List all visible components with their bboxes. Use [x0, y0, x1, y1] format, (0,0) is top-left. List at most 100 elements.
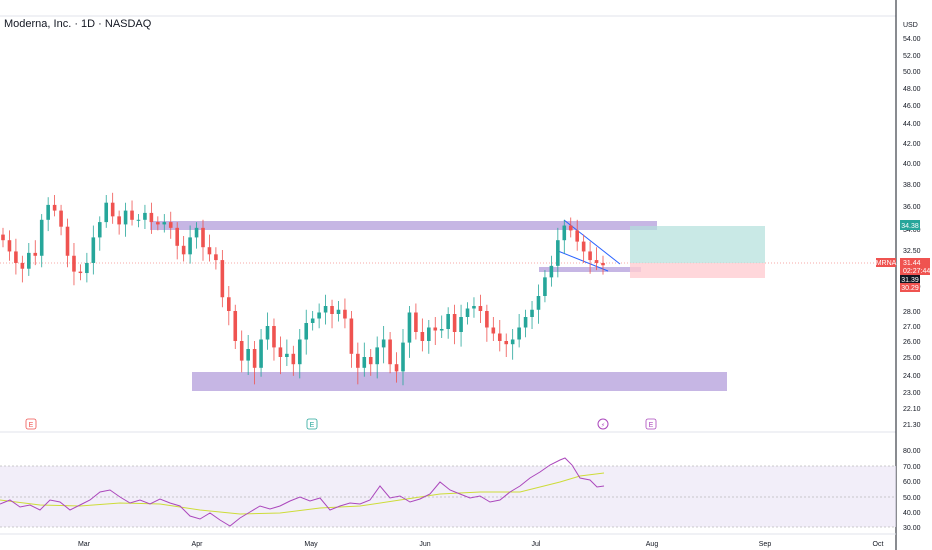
price-tick-label: 28.00 — [903, 309, 921, 316]
stop-loss-area[interactable] — [630, 263, 765, 278]
wedge-lower-line[interactable] — [557, 250, 609, 272]
candle — [420, 318, 425, 352]
candle — [39, 214, 44, 268]
candle — [317, 303, 321, 329]
candle — [336, 301, 341, 322]
candle — [168, 211, 173, 239]
candle — [91, 225, 96, 275]
candle — [123, 202, 128, 237]
candle — [491, 317, 496, 341]
time-tick-label: Mar — [78, 541, 91, 548]
candle — [562, 219, 567, 254]
candle — [517, 314, 521, 348]
candle — [72, 243, 76, 286]
price-tick-label: 42.00 — [903, 141, 921, 148]
candle — [581, 234, 586, 263]
candle — [452, 304, 457, 345]
candlestick-series — [1, 192, 605, 386]
price-tick-label: 54.00 — [903, 36, 921, 43]
svg-text:⚡: ⚡ — [601, 422, 605, 429]
rsi-tick-label: 70.00 — [903, 464, 921, 471]
svg-text:02:27:44: 02:27:44 — [903, 268, 930, 275]
price-tick-label: 22.10 — [903, 406, 921, 413]
currency-label: USD — [903, 22, 918, 29]
profit-target-area[interactable] — [630, 226, 765, 263]
candle — [272, 318, 276, 361]
candle — [156, 216, 160, 231]
rsi-axis[interactable]: 80.00 70.00 60.00 50.00 40.00 30.00 — [903, 448, 921, 532]
candle — [14, 238, 18, 275]
candle — [59, 204, 63, 236]
support-zone[interactable] — [192, 372, 727, 391]
candle — [523, 309, 528, 338]
candle — [78, 264, 83, 281]
candle — [246, 335, 250, 375]
candle — [20, 255, 25, 283]
resistance-zone[interactable] — [150, 221, 657, 230]
earnings-marker[interactable]: E — [25, 418, 37, 430]
wedge-upper-line[interactable] — [563, 219, 621, 265]
candle — [310, 311, 315, 331]
rsi-ma-line — [0, 472, 605, 515]
candle — [97, 216, 102, 251]
time-tick-label: Jun — [419, 541, 430, 548]
candle — [375, 336, 379, 379]
candle — [394, 352, 399, 383]
time-tick-label: Apr — [192, 541, 204, 548]
time-tick-label: Jul — [532, 541, 541, 548]
candle — [343, 298, 347, 329]
candle — [265, 312, 270, 350]
rsi-tick-label: 40.00 — [903, 510, 921, 517]
price-tick-label: 40.00 — [903, 161, 921, 168]
candle — [188, 225, 192, 264]
rsi-tick-label: 80.00 — [903, 448, 921, 455]
price-axis[interactable]: 54.00 52.00 50.00 48.00 46.00 44.00 42.00 40.00… — [903, 36, 921, 429]
candle — [46, 197, 50, 232]
candle — [194, 222, 199, 249]
candle — [556, 227, 560, 278]
candle — [368, 349, 373, 376]
rsi-tick-label: 60.00 — [903, 479, 921, 486]
candle — [594, 247, 599, 271]
candle — [278, 336, 283, 375]
candle — [227, 286, 231, 326]
price-tick-label: 24.00 — [903, 373, 921, 380]
candle — [220, 250, 225, 308]
candle — [568, 217, 573, 238]
price-tick-label: 25.00 — [903, 355, 921, 362]
candle — [149, 202, 154, 234]
candle — [510, 329, 515, 360]
price-tick-label: 48.00 — [903, 86, 921, 93]
svg-text:34.38: 34.38 — [901, 223, 919, 230]
chart-title: Moderna, Inc. · 1D · NASDAQ — [4, 18, 152, 30]
candle — [465, 302, 470, 325]
candle — [543, 270, 547, 303]
candle — [504, 333, 509, 357]
candle — [362, 342, 367, 377]
candle — [33, 240, 38, 266]
price-tick-label: 26.00 — [903, 339, 921, 346]
time-tick-label: Sep — [759, 541, 772, 548]
candle — [207, 234, 212, 262]
candle — [162, 214, 167, 233]
candle — [181, 236, 186, 262]
stop-price-tag: 30.29 — [900, 283, 920, 292]
time-axis[interactable]: Mar Apr May Jun Jul Aug Sep Oct — [78, 541, 884, 548]
candle — [297, 329, 302, 379]
price-tick-label: 52.00 — [903, 53, 921, 60]
candle — [304, 309, 309, 355]
candle — [536, 284, 541, 324]
candle — [427, 320, 431, 354]
candle — [549, 255, 554, 287]
svg-text:E: E — [310, 422, 315, 429]
earnings-marker[interactable]: E — [306, 418, 318, 430]
candle — [239, 330, 244, 373]
earnings-marker[interactable]: E — [645, 418, 657, 430]
dividend-marker[interactable]: ⚡ — [597, 418, 609, 430]
candle — [601, 255, 605, 275]
rsi-line — [0, 457, 605, 527]
candle — [478, 294, 483, 323]
entry-price-tag: 31.39 — [900, 275, 920, 284]
candle — [214, 247, 218, 270]
